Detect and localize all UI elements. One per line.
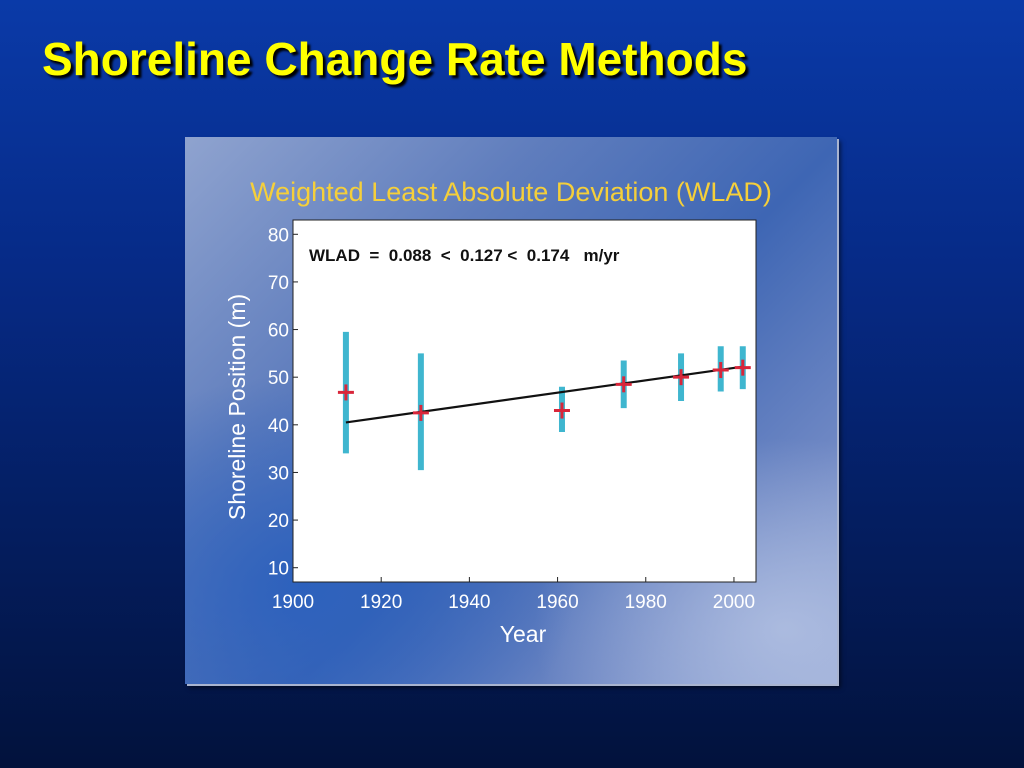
data-point-marker xyxy=(673,369,690,386)
chart-marks: 1900 1920 1940 1960 1980 2000 10 20 30 40 50 60 70 80 xyxy=(268,225,755,613)
slide-title: Shoreline Change Rate Methods xyxy=(42,33,748,85)
y-axis-label: Shoreline Position (m) xyxy=(224,294,250,520)
y-tick-label: 40 xyxy=(268,416,289,437)
y-tick-label: 50 xyxy=(268,368,289,389)
y-tick-label: 30 xyxy=(268,463,289,484)
y-tick-label: 10 xyxy=(268,559,289,580)
figure-panel: Weighted Least Absolute Deviation (WLAD)… xyxy=(185,137,837,684)
x-tick-label: 1940 xyxy=(448,592,490,613)
data-point-marker xyxy=(712,362,729,379)
x-tick-label: 1960 xyxy=(536,592,578,613)
y-tick-label: 20 xyxy=(268,511,289,532)
y-tick-label: 60 xyxy=(268,321,289,342)
plot-area xyxy=(292,219,757,583)
y-tick-label: 70 xyxy=(268,273,289,294)
data-point-marker xyxy=(337,384,354,401)
data-point-marker xyxy=(734,359,751,376)
chart-annotation: WLAD = 0.088 < 0.127 < 0.174 m/yr xyxy=(309,246,620,265)
data-point-marker xyxy=(412,404,429,421)
x-tick-label: 1900 xyxy=(272,592,314,613)
x-tick-label: 1980 xyxy=(625,592,667,613)
x-tick-label: 1920 xyxy=(360,592,402,613)
x-tick-label: 2000 xyxy=(713,592,755,613)
x-axis-label: Year xyxy=(500,621,547,647)
chart-title: Weighted Least Absolute Deviation (WLAD) xyxy=(250,177,772,207)
data-point-marker xyxy=(615,376,632,393)
data-point-marker xyxy=(553,402,570,419)
wlad-chart: Weighted Least Absolute Deviation (WLAD)… xyxy=(224,177,772,647)
y-tick-label: 80 xyxy=(268,225,289,246)
